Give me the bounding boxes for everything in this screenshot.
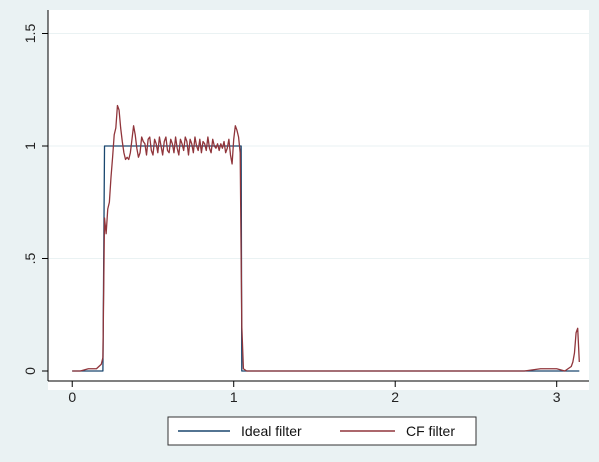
series-lines — [72, 104, 580, 372]
plot-area — [48, 10, 589, 390]
x-tick-label: 2 — [391, 389, 399, 405]
x-tick-label: 1 — [230, 389, 238, 405]
y-ticks: 0 .5 1 1.5 — [22, 24, 48, 375]
y-tick-label: .5 — [22, 252, 38, 264]
y-tick-label: 1 — [22, 142, 38, 150]
legend-label-cf-filter: CF filter — [406, 423, 455, 439]
y-tick-label: 0 — [22, 367, 38, 375]
y-tick-label: 1.5 — [22, 24, 38, 44]
x-tick-label: 0 — [68, 389, 76, 405]
legend-label-ideal-filter: Ideal filter — [241, 423, 302, 439]
x-tick-label: 3 — [553, 389, 561, 405]
series-line-cf-filter — [72, 104, 580, 372]
legend: Ideal filter CF filter — [167, 416, 477, 446]
x-ticks: 0 1 2 3 — [68, 381, 561, 405]
